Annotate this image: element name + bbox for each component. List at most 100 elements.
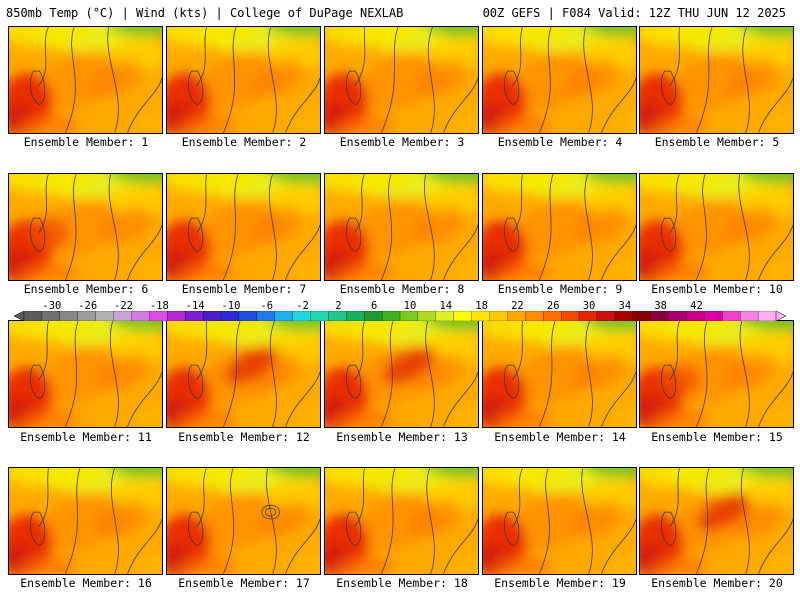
colorbar-segment xyxy=(77,311,97,321)
ensemble-member-map xyxy=(166,320,321,428)
colorbar-segment xyxy=(23,311,43,321)
run-valid-time: 00Z GEFS | F084 Valid: 12Z THU JUN 12 20… xyxy=(482,6,786,20)
ensemble-member-caption: Ensemble Member: 12 xyxy=(178,430,310,444)
colorbar-segment xyxy=(113,311,132,321)
colorbar-segment xyxy=(328,311,347,321)
temperature-field-map xyxy=(325,27,478,133)
ensemble-member-caption: Ensemble Member: 20 xyxy=(651,576,783,590)
ensemble-member-caption: Ensemble Member: 7 xyxy=(181,282,307,296)
ensemble-member-map xyxy=(639,26,794,134)
colorbar-segment xyxy=(650,311,670,321)
ensemble-member-caption: Ensemble Member: 13 xyxy=(336,430,468,444)
ensemble-member-map xyxy=(166,173,321,281)
ensemble-member-map xyxy=(324,26,479,134)
ensemble-member-caption: Ensemble Member: 19 xyxy=(494,576,626,590)
ensemble-member-map xyxy=(324,173,479,281)
product-title: 850mb Temp (°C) | Wind (kts) | College o… xyxy=(6,6,404,20)
temperature-field-map xyxy=(483,468,636,574)
ensemble-member-caption: Ensemble Member: 2 xyxy=(181,135,307,149)
temperature-field-map xyxy=(167,174,320,280)
ensemble-member-map xyxy=(639,467,794,575)
colorbar-segment xyxy=(614,311,634,321)
ensemble-member-caption: Ensemble Member: 14 xyxy=(494,430,626,444)
ensemble-member-caption: Ensemble Member: 3 xyxy=(339,135,465,149)
ensemble-member-caption: Ensemble Member: 4 xyxy=(497,135,623,149)
colorbar-segment xyxy=(704,311,723,321)
ensemble-member-map xyxy=(482,26,637,134)
ensemble-member-map xyxy=(324,467,479,575)
ensemble-member-map xyxy=(166,26,321,134)
ensemble-member-map xyxy=(639,173,794,281)
ensemble-member-map xyxy=(8,320,163,428)
temperature-field-map xyxy=(9,468,162,574)
colorbar-min-arrow xyxy=(14,311,25,321)
ensemble-member-map xyxy=(166,467,321,575)
colorbar-segment xyxy=(364,311,383,321)
temperature-field-map xyxy=(9,321,162,427)
ensemble-member-map xyxy=(639,320,794,428)
colorbar-segment xyxy=(41,311,61,321)
ensemble-member-caption: Ensemble Member: 15 xyxy=(651,430,783,444)
colorbar-tick-label: 34 xyxy=(618,300,632,312)
colorbar-tick-label: 38 xyxy=(654,300,667,312)
temperature-field-map xyxy=(167,321,320,427)
colorbar-segment xyxy=(399,311,419,321)
colorbar-tick-label: -22 xyxy=(114,300,133,312)
ensemble-member-caption: Ensemble Member: 8 xyxy=(339,282,465,296)
temperature-field-map xyxy=(167,468,320,574)
colorbar-tick-label: 42 xyxy=(690,300,703,312)
temperature-field-map xyxy=(640,468,793,574)
temperature-field-map xyxy=(9,27,162,133)
colorbar-tick-label: -10 xyxy=(221,300,241,312)
temperature-field-map xyxy=(483,174,636,280)
colorbar-tick-label: 6 xyxy=(371,300,378,312)
colorbar-segment xyxy=(668,311,687,321)
ensemble-member-caption: Ensemble Member: 10 xyxy=(651,282,783,296)
temperature-field-map xyxy=(483,321,636,427)
colorbar-segment xyxy=(238,311,258,321)
colorbar-strip xyxy=(14,311,786,321)
colorbar-segment xyxy=(59,311,79,321)
temperature-field-map xyxy=(167,27,320,133)
colorbar-segment xyxy=(131,311,150,321)
colorbar-tick-label: 10 xyxy=(403,300,417,312)
colorbar-segment xyxy=(184,311,204,321)
map-header: 850mb Temp (°C) | Wind (kts) | College o… xyxy=(0,0,800,24)
ensemble-member-caption: Ensemble Member: 5 xyxy=(654,135,780,149)
colorbar-tick-label: -30 xyxy=(42,300,62,312)
temperature-field-map xyxy=(9,174,162,280)
colorbar-segment xyxy=(435,311,455,321)
colorbar-segment xyxy=(686,311,705,321)
temperature-field-map xyxy=(640,27,793,133)
colorbar-segment xyxy=(632,311,652,321)
colorbar-segment xyxy=(310,311,329,321)
colorbar-segment xyxy=(525,311,544,321)
colorbar-tick-label: -14 xyxy=(185,300,205,312)
colorbar-segment xyxy=(167,311,186,321)
colorbar-segment xyxy=(417,311,437,321)
colorbar-tick-label: -6 xyxy=(260,300,274,312)
ensemble-member-map xyxy=(482,467,637,575)
colorbar-tick-label: 18 xyxy=(475,300,488,312)
temperature-field-map xyxy=(640,174,793,280)
colorbar-segment xyxy=(596,311,616,321)
ensemble-member-map xyxy=(8,26,163,134)
ensemble-member-caption: Ensemble Member: 11 xyxy=(20,430,152,444)
colorbar-labels: -30 -26 -22 -18 -14 -10 -6 -2 2 6 10 14 18 22 26 30 34 38… xyxy=(14,300,786,312)
colorbar-segment xyxy=(381,311,401,321)
temperature-field-map xyxy=(483,27,636,133)
ensemble-member-caption: Ensemble Member: 6 xyxy=(23,282,149,296)
colorbar-segment xyxy=(489,311,508,321)
ensemble-member-caption: Ensemble Member: 17 xyxy=(178,576,310,590)
colorbar-tick-label: 30 xyxy=(582,300,596,312)
colorbar-segment xyxy=(274,311,294,321)
colorbar-segment xyxy=(507,311,526,321)
colorbar-segment xyxy=(95,311,114,321)
colorbar-segment xyxy=(722,311,741,321)
colorbar-max-arrow xyxy=(775,311,786,321)
colorbar-segment xyxy=(740,311,759,321)
temperature-field-map xyxy=(325,321,478,427)
colorbar-tick-label: 14 xyxy=(439,300,453,312)
ensemble-member-map xyxy=(482,173,637,281)
colorbar-tick-label: 2 xyxy=(335,300,342,312)
